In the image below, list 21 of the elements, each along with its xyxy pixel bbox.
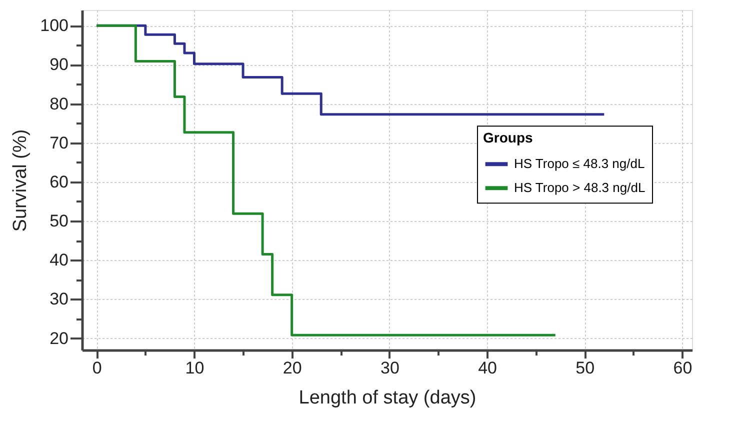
y-axis-title: Survival (%) <box>10 129 32 232</box>
y-tick-label: 80 <box>50 94 68 114</box>
y-tick-label: 20 <box>50 328 68 348</box>
y-tick-label: 50 <box>50 212 68 231</box>
y-tick-label: 70 <box>50 133 68 152</box>
y-tick-label: 60 <box>50 172 68 192</box>
legend-title: Groups <box>483 130 533 146</box>
y-tick-label: 40 <box>50 250 68 270</box>
y-tick-label: 30 <box>50 290 68 309</box>
x-tick-label: 30 <box>380 358 400 378</box>
legend-label: HS Tropo > 48.3 ng/dL <box>514 180 646 196</box>
x-tick-label: 0 <box>92 358 102 378</box>
x-tick-label: 50 <box>576 358 595 378</box>
x-tick-label: 60 <box>673 358 692 378</box>
x-tick-label: 20 <box>282 358 302 378</box>
x-tick-label: 10 <box>185 358 204 378</box>
y-tick-label: 90 <box>50 55 68 74</box>
y-tick-label: 100 <box>40 16 68 36</box>
legend-label: HS Tropo ≤ 48.3 ng/dL <box>514 156 645 172</box>
x-axis-title: Length of stay (days) <box>298 388 476 408</box>
x-tick-label: 40 <box>478 358 497 378</box>
